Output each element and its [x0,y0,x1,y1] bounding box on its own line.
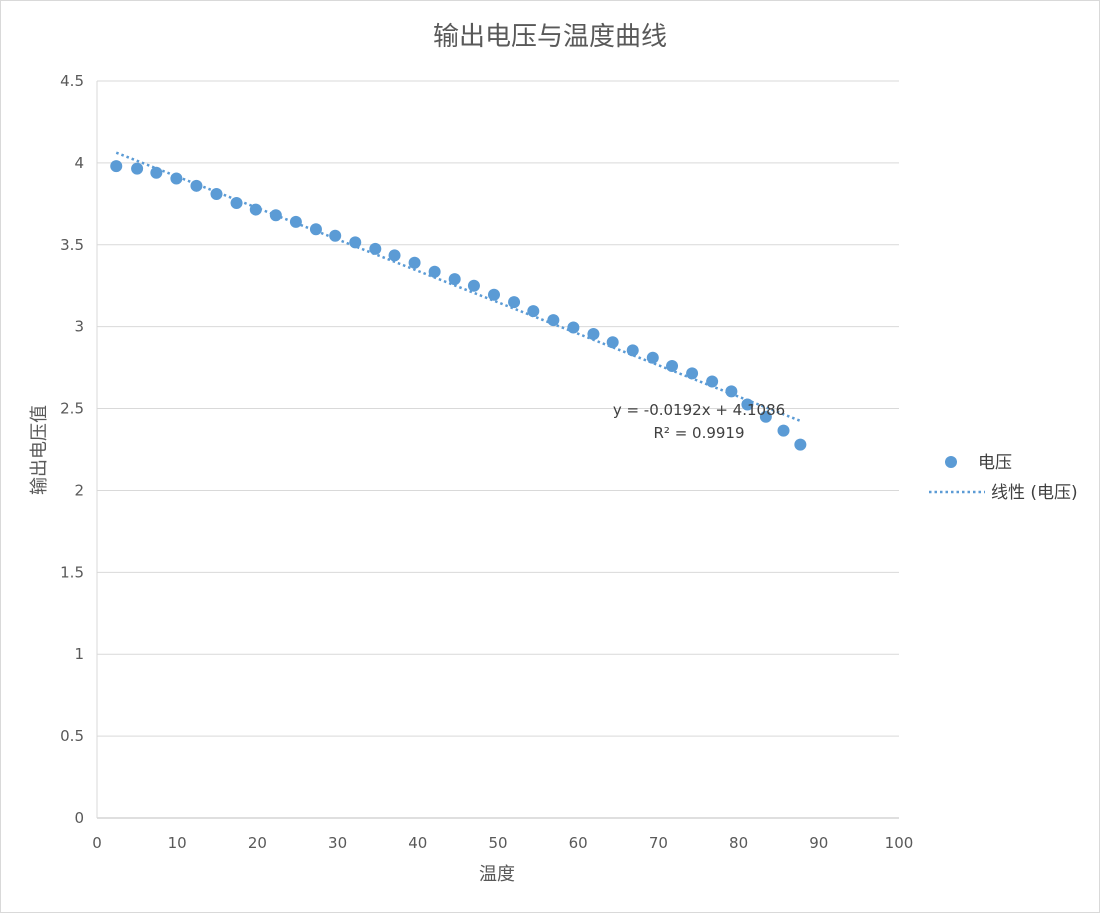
data-point[interactable] [150,166,163,179]
trendline-line [115,151,801,423]
data-point[interactable] [741,398,754,411]
x-tick-label: 10 [168,834,187,852]
data-point[interactable] [759,410,772,423]
legend-label-trendline: 线性 (电压) [991,483,1078,503]
x-tick-label: 100 [885,834,914,852]
x-tick-label: 0 [92,834,102,852]
data-point[interactable] [467,279,480,292]
data-point[interactable] [289,215,302,228]
y-tick-label: 2 [74,481,84,499]
y-tick-label: 1.5 [60,563,84,581]
gridlines [96,80,899,819]
y-tick-label: 4.5 [60,72,84,90]
y-axis-title: 输出电压值 [29,405,50,495]
data-point[interactable] [508,296,521,309]
data-point[interactable] [388,249,401,262]
data-point[interactable] [567,321,580,334]
data-point[interactable] [547,314,560,327]
data-point[interactable] [606,336,619,349]
data-point[interactable] [230,197,243,210]
trendline-equation: y = -0.0192x + 4.1086 [613,401,785,419]
data-point[interactable] [777,424,790,437]
data-point[interactable] [131,162,144,175]
data-point[interactable] [587,328,600,341]
data-point[interactable] [269,209,282,222]
data-point[interactable] [349,236,362,249]
legend-marker-voltage [945,456,957,468]
y-tick-label: 1 [74,645,84,663]
data-points [110,160,807,451]
y-tick-label: 2.5 [60,400,84,418]
x-tick-label: 80 [729,834,748,852]
data-point[interactable] [626,344,639,357]
data-point[interactable] [448,273,461,286]
y-axis-ticks: 0 0.5 1 1.5 2 2.5 3 3.5 4 4.5 [60,72,84,827]
y-tick-label: 0.5 [60,727,84,745]
y-tick-label: 0 [74,809,84,827]
data-point[interactable] [725,385,738,398]
data-point[interactable] [428,265,441,278]
chart-title: 输出电压与温度曲线 [433,22,667,52]
legend[interactable]: 电压 线性 (电压) [929,453,1078,503]
data-point[interactable] [110,160,123,173]
x-axis-ticks: 0 10 20 30 40 50 60 70 80 90 100 [92,834,913,852]
data-point[interactable] [487,288,500,301]
data-point[interactable] [646,351,659,364]
y-tick-label: 3.5 [60,236,84,254]
x-tick-label: 70 [649,834,668,852]
trendline [115,151,801,423]
data-point[interactable] [706,375,719,388]
x-tick-label: 20 [248,834,267,852]
x-tick-label: 90 [809,834,828,852]
legend-label-voltage: 电压 [978,453,1012,473]
x-tick-label: 60 [569,834,588,852]
data-point[interactable] [210,188,223,201]
data-point[interactable] [170,172,183,185]
trendline-r-squared: R² = 0.9919 [653,424,744,442]
data-point[interactable] [190,179,203,192]
data-point[interactable] [527,305,540,318]
data-point[interactable] [329,229,342,242]
x-tick-label: 40 [408,834,427,852]
data-point[interactable] [408,256,421,269]
x-tick-label: 50 [488,834,507,852]
y-tick-label: 4 [74,154,84,172]
data-point[interactable] [666,359,679,372]
data-point[interactable] [686,367,699,380]
data-point[interactable] [369,242,382,255]
x-axis-title: 温度 [479,864,515,885]
data-point[interactable] [794,438,807,451]
y-tick-label: 3 [74,318,84,336]
data-point[interactable] [249,203,262,216]
x-tick-label: 30 [328,834,347,852]
data-point[interactable] [309,223,322,236]
